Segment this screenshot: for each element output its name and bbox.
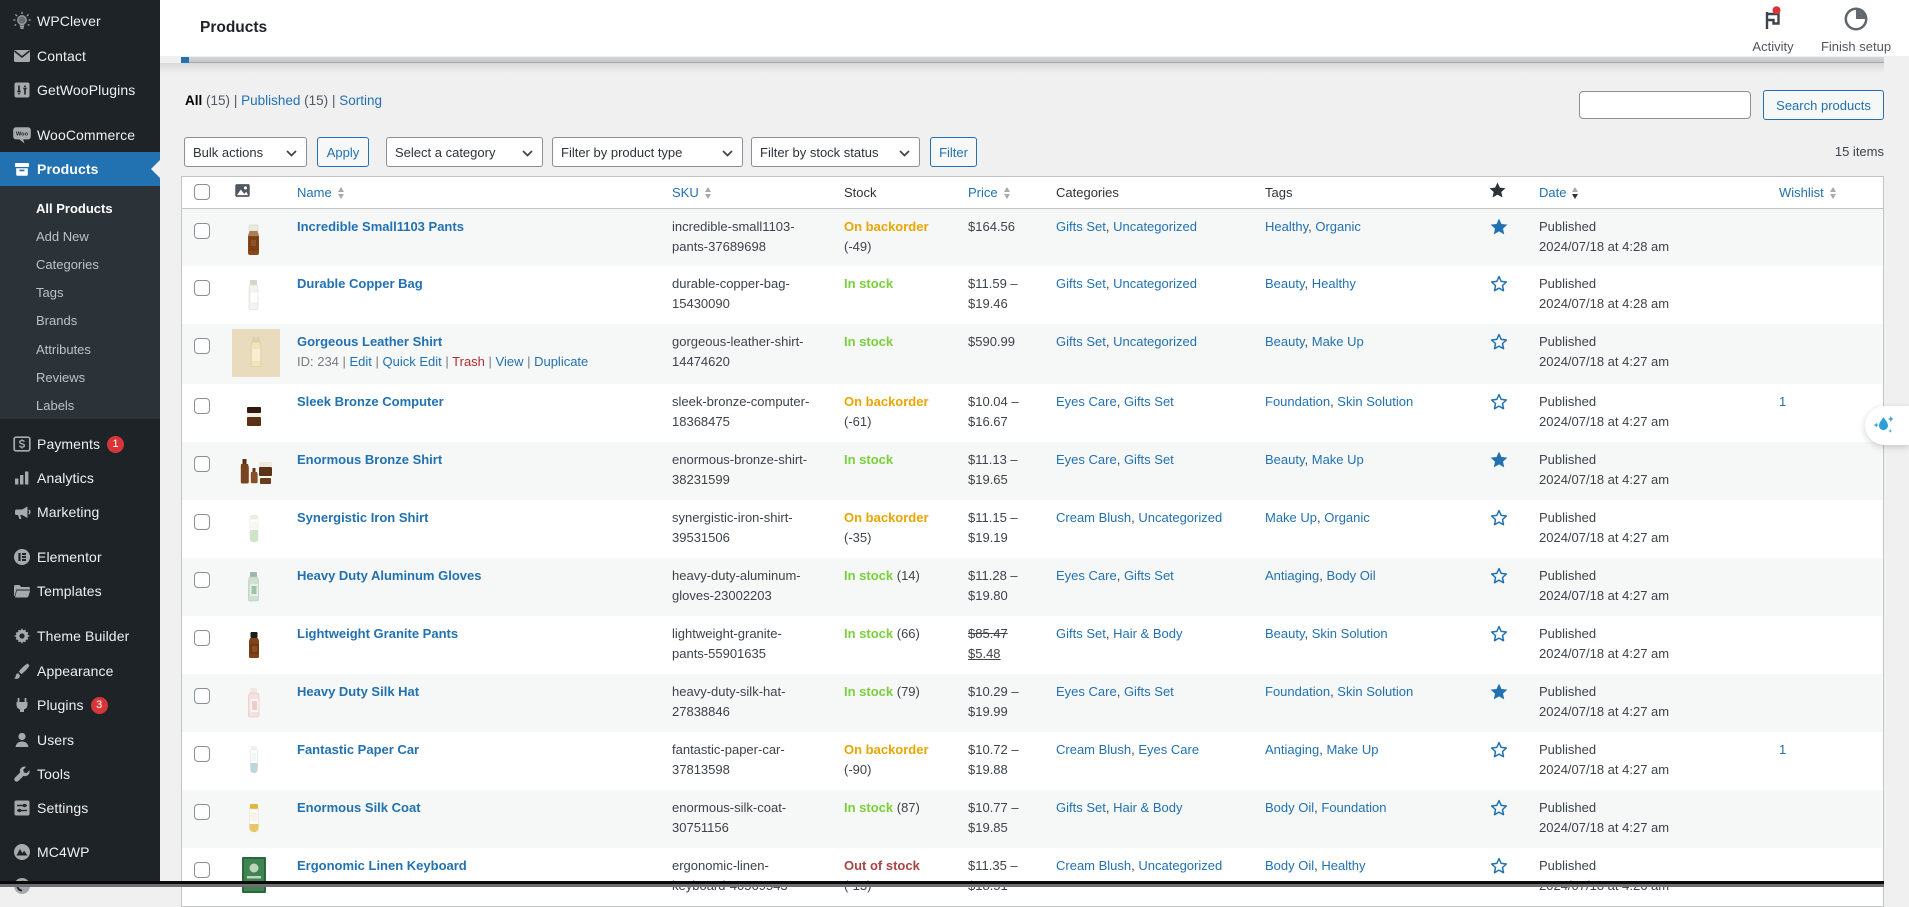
svg-text:Woo: Woo	[16, 132, 29, 138]
